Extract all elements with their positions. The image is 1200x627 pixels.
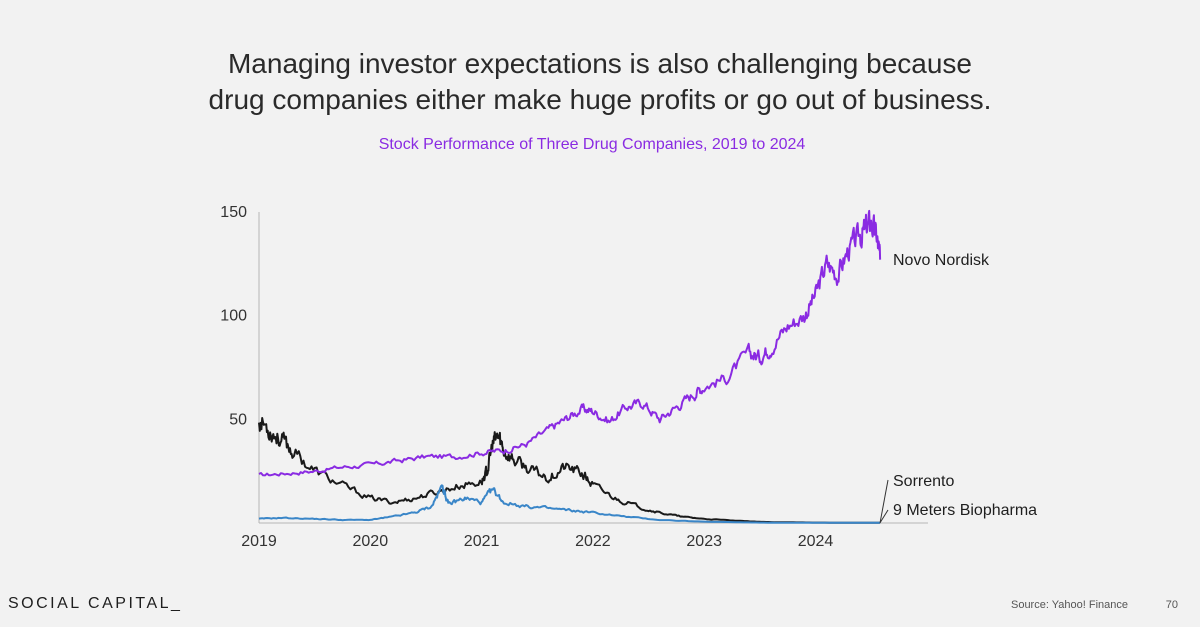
chart-title: Stock Performance of Three Drug Companie… — [378, 136, 806, 153]
x-tick-label: 2019 — [241, 533, 277, 550]
page-number: 70 — [1165, 599, 1178, 611]
y-tick-label: 50 — [229, 411, 247, 428]
headline-line-1: Managing investor expectations is also c… — [227, 48, 973, 79]
leader-line-9-meters — [879, 509, 889, 524]
source-note: Source: Yahoo! Finance — [1010, 599, 1128, 611]
y-tick-label: 100 — [220, 308, 247, 325]
y-tick-label: 150 — [220, 204, 247, 221]
headline: Managing investor expectations is also c… — [0, 46, 1200, 118]
x-tick-label: 2023 — [686, 533, 722, 550]
headline-line-2: drug companies either make huge profits … — [208, 84, 992, 115]
x-tick-label: 2020 — [353, 533, 389, 550]
series-line-novo-nordisk — [258, 209, 882, 477]
leader-line-sorrento — [879, 479, 889, 523]
x-tick-label: 2022 — [575, 533, 611, 550]
series-label-novo-nordisk: Novo Nordisk — [893, 252, 990, 269]
brand-logo: SOCIAL CAPITAL_ — [8, 595, 183, 612]
series-line-sorrento — [258, 417, 881, 524]
series-label-sorrento: Sorrento — [893, 473, 954, 490]
x-tick-label: 2024 — [798, 533, 834, 550]
series-line-9-meters-biopharma — [258, 484, 881, 524]
series-label-9-meters-biopharma: 9 Meters Biopharma — [893, 502, 1037, 519]
x-tick-label: 2021 — [464, 533, 500, 550]
